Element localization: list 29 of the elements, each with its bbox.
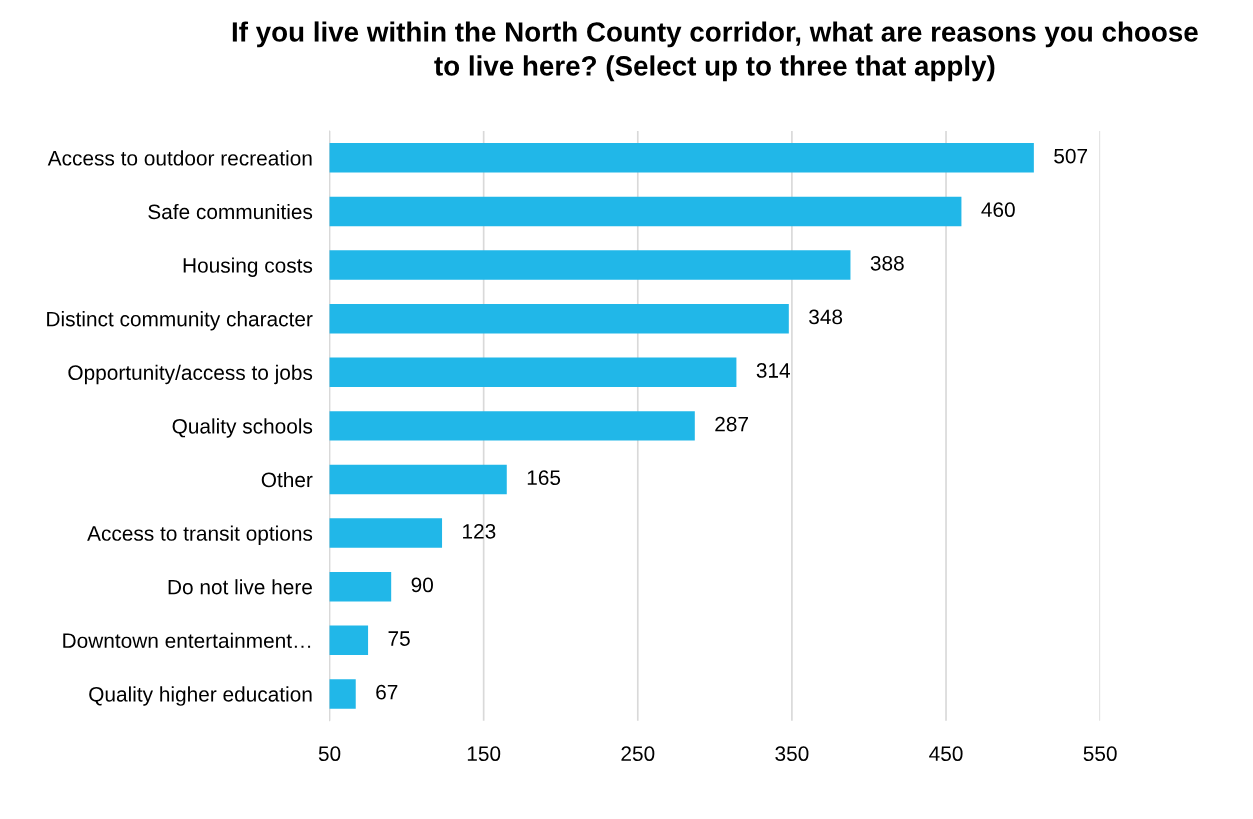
data-label: 348: [809, 309, 843, 325]
data-label: 388: [870, 255, 904, 271]
y-tick-label: Housing costs: [183, 257, 313, 277]
y-tick-label: Opportunity/access to jobs: [68, 364, 313, 385]
x-tick-label: 550: [1083, 746, 1117, 762]
y-tick-label: Downtown entertainment…: [63, 632, 311, 649]
x-tick-label: 350: [775, 746, 809, 762]
y-tick-label: Distinct community character: [47, 311, 313, 331]
x-tick-label: 450: [929, 746, 963, 762]
y-tick-label: Access to transit options: [87, 525, 313, 545]
y-tick-label: Access to outdoor recreation: [47, 150, 312, 166]
x-tick-label: 50: [318, 746, 341, 762]
data-label: 123: [463, 523, 496, 539]
data-label: 507: [1054, 148, 1088, 164]
chart-title: If you live within the North County corridor, what are reasons you choose to live here? (Select up to three that apply): [232, 21, 1198, 82]
data-label: 460: [981, 202, 1015, 218]
data-label: 314: [756, 363, 791, 378]
data-label: 90: [411, 577, 433, 593]
y-tick-label: Quality higher education: [89, 686, 312, 706]
y-tick-label: Safe communities: [148, 203, 313, 220]
x-tick-label: 150: [467, 746, 501, 762]
x-tick-label: 250: [621, 746, 655, 762]
y-tick-label: Other: [261, 471, 313, 488]
data-label: 67: [376, 684, 398, 700]
y-tick-label: Quality schools: [172, 418, 313, 438]
data-label: 287: [715, 416, 748, 432]
y-tick-label: Do not live here: [168, 579, 312, 595]
data-label: 75: [388, 631, 410, 646]
data-label: 165: [527, 470, 561, 486]
